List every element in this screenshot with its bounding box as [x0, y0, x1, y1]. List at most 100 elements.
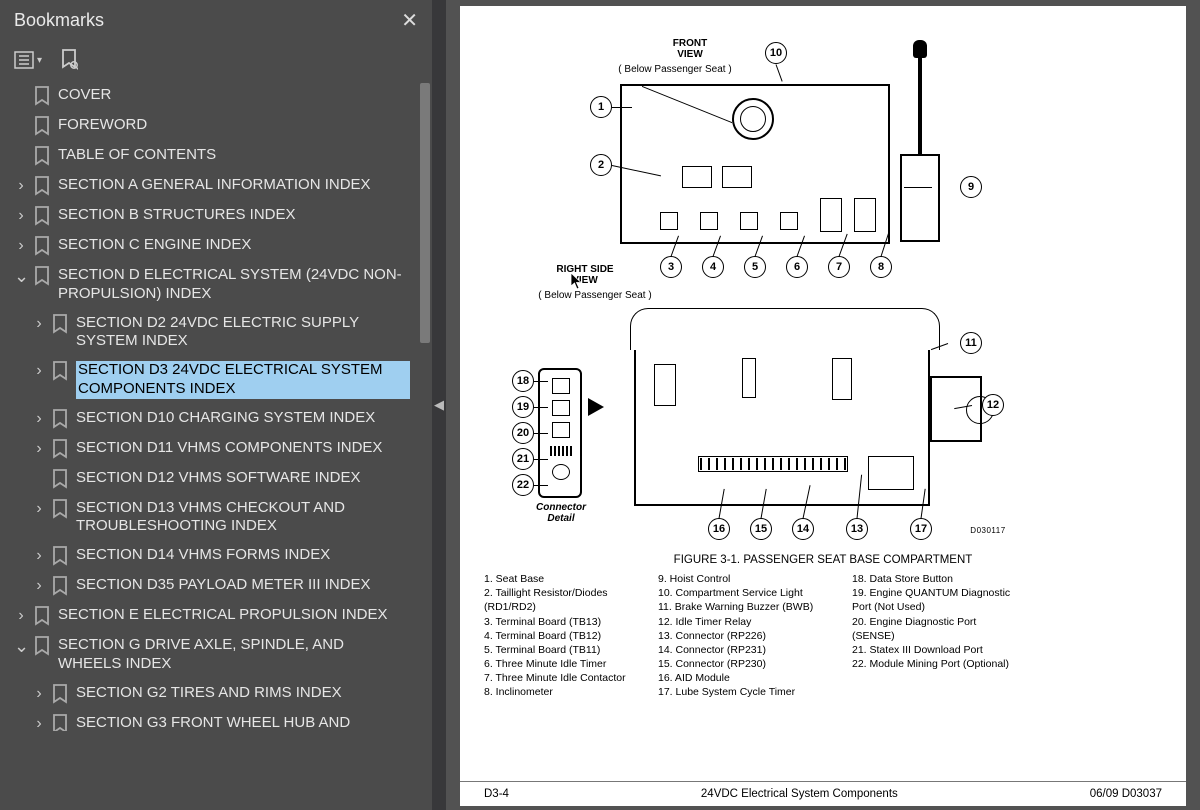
connector-detail-label: ConnectorDetail	[526, 502, 596, 524]
right-side-label: RIGHT SIDEVIEW	[535, 264, 635, 286]
bookmark-label: SECTION G3 FRONT WHEEL HUB AND	[76, 714, 410, 731]
chevron-icon[interactable]: ›	[32, 549, 46, 563]
bookmark-item[interactable]: › SECTION D13 VHMS CHECKOUT AND TROUBLESH…	[0, 494, 416, 542]
seat-cushion-graphic	[630, 308, 940, 350]
callout-22: 22	[512, 474, 534, 496]
callout-8: 8	[870, 256, 892, 278]
bookmarks-toolbar: ▾	[0, 43, 432, 81]
callout-16: 16	[708, 518, 730, 540]
right-bracket-graphic	[930, 376, 982, 442]
bookmark-item[interactable]: › SECTION A GENERAL INFORMATION INDEX	[0, 171, 416, 201]
bookmark-label: SECTION D ELECTRICAL SYSTEM (24VDC NON-P…	[58, 266, 410, 304]
bookmark-item[interactable]: ›SECTION G2 TIRES AND RIMS INDEX	[0, 679, 416, 709]
chevron-icon[interactable]: ›	[14, 239, 28, 253]
cursor-icon	[570, 272, 584, 290]
chevron-icon[interactable]: ›	[32, 442, 46, 456]
bookmark-item[interactable]: ⌄ SECTION D ELECTRICAL SYSTEM (24VDC NON-…	[0, 261, 416, 309]
document-page: FRONTVIEW ( Below Passenger Seat ) 1 2	[460, 6, 1186, 806]
chevron-icon[interactable]: ›	[32, 717, 46, 731]
bookmarks-tree: COVER FOREWORD TABLE OF CONTENTS › SECTION A…	[0, 81, 432, 810]
bookmark-label: SECTION E ELECTRICAL PROPULSION INDEX	[58, 606, 410, 625]
front-view-label: FRONTVIEW	[655, 38, 725, 60]
figure-title: FIGURE 3-1. PASSENGER SEAT BASE COMPARTM…	[460, 554, 1186, 566]
bookmark-label: SECTION D2 24VDC ELECTRIC SUPPLY SYSTEM …	[76, 314, 410, 352]
chevron-icon[interactable]: ›	[14, 209, 28, 223]
chevron-icon[interactable]: ⌄	[14, 639, 28, 653]
options-icon[interactable]: ▾	[14, 51, 42, 69]
scrollbar[interactable]	[416, 81, 432, 810]
page-footer: D3-4 24VDC Electrical System Components …	[460, 781, 1186, 800]
bookmark-label: SECTION D35 PAYLOAD METER III INDEX	[76, 576, 410, 595]
chevron-icon[interactable]: ›	[32, 364, 46, 378]
chevron-icon[interactable]: ›	[14, 609, 28, 623]
callout-7: 7	[828, 256, 850, 278]
bookmark-label: SECTION C ENGINE INDEX	[58, 236, 410, 255]
document-viewport: FRONTVIEW ( Below Passenger Seat ) 1 2	[446, 0, 1200, 810]
bookmark-item[interactable]: FOREWORD	[0, 111, 416, 141]
callout-20: 20	[512, 422, 534, 444]
footer-center: 24VDC Electrical System Components	[701, 788, 898, 800]
bookmark-label: SECTION D14 VHMS FORMS INDEX	[76, 546, 410, 565]
chevron-icon[interactable]: ›	[32, 317, 46, 331]
drawing-number: D030117	[958, 526, 1018, 535]
callout-15: 15	[750, 518, 772, 540]
callout-12: 12	[982, 394, 1004, 416]
legend-col-3: 18. Data Store Button19. Engine QUANTUM …	[852, 572, 1052, 671]
bookmarks-panel: Bookmarks ✕ ▾ COVERFOREWORDTABLE OF CONT…	[0, 0, 432, 810]
chevron-icon[interactable]: ⌄	[14, 269, 28, 283]
bookmark-item[interactable]: › SECTION E ELECTRICAL PROPULSION INDEX	[0, 601, 416, 631]
bookmark-item[interactable]: TABLE OF CONTENTS	[0, 141, 416, 171]
bookmark-item[interactable]: COVER	[0, 81, 416, 111]
bookmark-label: FOREWORD	[58, 116, 410, 135]
find-bookmark-icon[interactable]	[60, 49, 78, 71]
bookmark-item[interactable]: › SECTION D14 VHMS FORMS INDEX	[0, 541, 416, 571]
callout-5: 5	[744, 256, 766, 278]
callout-2: 2	[590, 154, 612, 176]
chevron-icon[interactable]: ›	[32, 412, 46, 426]
bookmark-item[interactable]: › SECTION G3 FRONT WHEEL HUB AND	[0, 709, 416, 731]
close-icon[interactable]: ✕	[401, 8, 418, 33]
bookmark-item[interactable]: › SECTION D10 CHARGING SYSTEM INDEX	[0, 404, 416, 434]
right-side-diagram	[634, 346, 930, 506]
callout-10: 10	[765, 42, 787, 64]
callout-14: 14	[792, 518, 814, 540]
bookmark-label: SECTION D13 VHMS CHECKOUT AND TROUBLESHO…	[76, 499, 410, 537]
bookmark-label: SECTION D10 CHARGING SYSTEM INDEX	[76, 409, 410, 428]
chevron-icon[interactable]: ›	[14, 179, 28, 193]
callout-18: 18	[512, 370, 534, 392]
chevron-icon[interactable]: ›	[32, 579, 46, 593]
front-view-sub: ( Below Passenger Seat )	[580, 64, 770, 75]
bookmark-label: SECTION D12 VHMS SOFTWARE INDEX	[76, 469, 410, 488]
callout-1: 1	[590, 96, 612, 118]
bookmark-item[interactable]: ⌄ SECTION G DRIVE AXLE, SPINDLE, AND WHEE…	[0, 631, 416, 679]
bookmark-label: SECTION B STRUCTURES INDEX	[58, 206, 410, 225]
callout-17: 17	[910, 518, 932, 540]
bookmark-label: SECTION D11 VHMS COMPONENTS INDEX	[76, 439, 410, 458]
legend-col-1: 1. Seat Base2. Taillight Resistor/Diodes…	[484, 572, 654, 700]
chevron-icon[interactable]: ›	[32, 687, 46, 701]
callout-9: 9	[960, 176, 982, 198]
bookmark-label: SECTION G DRIVE AXLE, SPINDLE, AND WHEEL…	[58, 636, 410, 674]
callout-13: 13	[846, 518, 868, 540]
bookmark-item[interactable]: › SECTION D35 PAYLOAD METER III INDEX	[0, 571, 416, 601]
bookmark-label: TABLE OF CONTENTS	[58, 146, 410, 165]
arrow-icon	[588, 398, 604, 416]
chevron-icon[interactable]: ›	[32, 502, 46, 516]
bookmark-item[interactable]: ›SECTION D3 24VDC ELECTRICAL SYSTEM COMP…	[0, 356, 416, 404]
bookmark-label: SECTION A GENERAL INFORMATION INDEX	[58, 176, 410, 195]
bookmark-label: COVER	[58, 86, 410, 105]
right-side-sub: ( Below Passenger Seat )	[515, 290, 675, 301]
collapse-sidebar-button[interactable]: ◀	[432, 0, 446, 810]
hoist-control-graphic	[892, 84, 950, 244]
callout-6: 6	[786, 256, 808, 278]
callout-19: 19	[512, 396, 534, 418]
bookmark-item[interactable]: › SECTION C ENGINE INDEX	[0, 231, 416, 261]
bookmark-item[interactable]: › SECTION B STRUCTURES INDEX	[0, 201, 416, 231]
bookmark-item[interactable]: SECTION D12 VHMS SOFTWARE INDEX	[0, 464, 416, 494]
footer-left: D3-4	[484, 788, 509, 800]
callout-4: 4	[702, 256, 724, 278]
bookmark-item[interactable]: › SECTION D11 VHMS COMPONENTS INDEX	[0, 434, 416, 464]
bookmark-item[interactable]: › SECTION D2 24VDC ELECTRIC SUPPLY SYSTEM…	[0, 309, 416, 357]
scrollbar-thumb[interactable]	[420, 83, 430, 343]
callout-11: 11	[960, 332, 982, 354]
